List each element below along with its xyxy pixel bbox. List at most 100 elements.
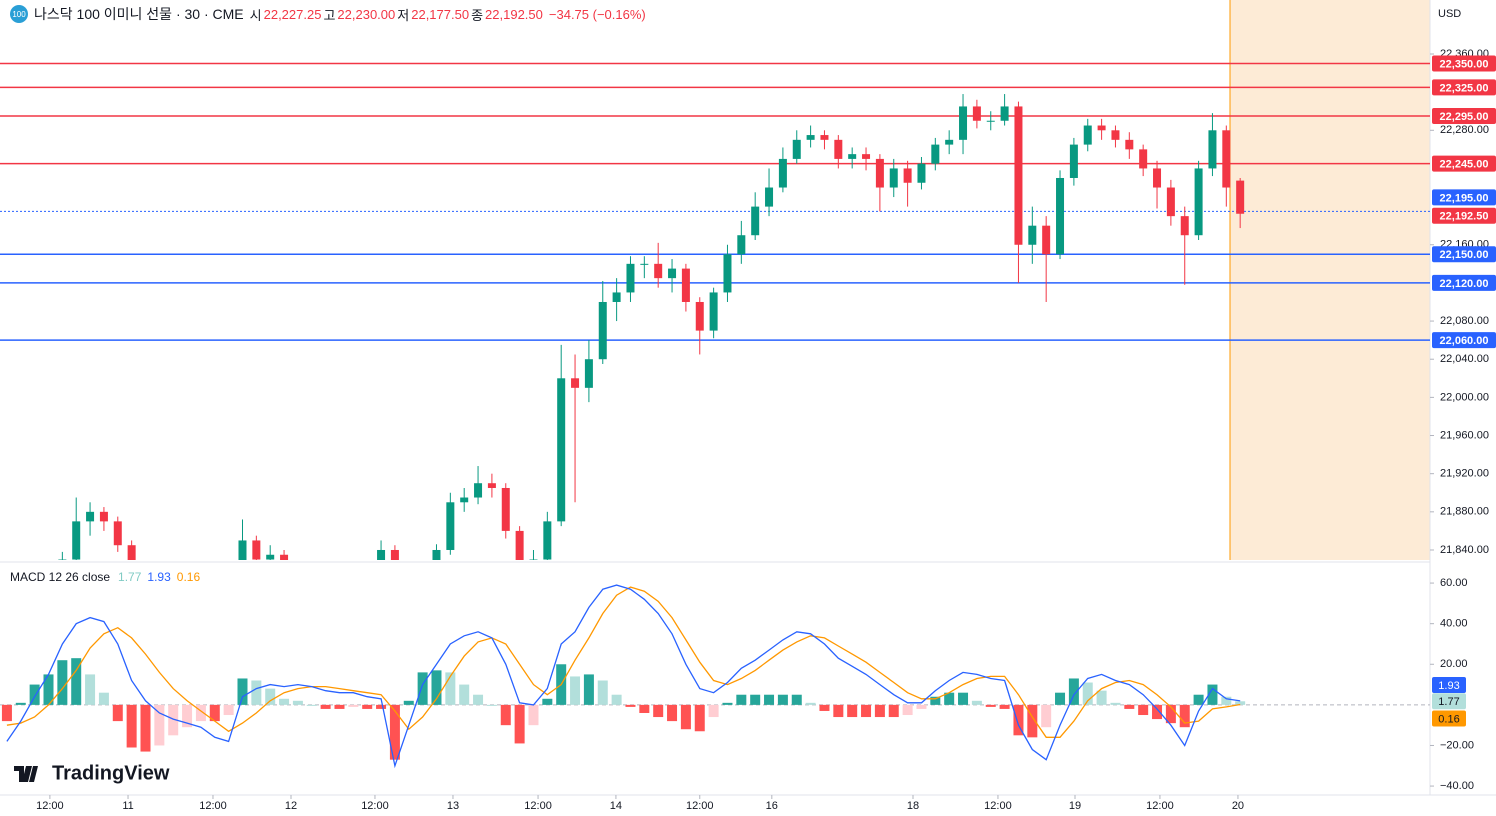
histogram-bar: [999, 704, 1010, 709]
candle-body: [169, 607, 177, 617]
level-label: 22,150.00: [1440, 249, 1489, 261]
x-tick-label: 12:00: [36, 800, 64, 812]
level-badge: [1432, 55, 1496, 72]
candle-body: [972, 106, 981, 121]
candle-body: [266, 554, 275, 560]
candle-body: [377, 549, 386, 560]
candle-body: [834, 139, 843, 159]
candle-body: [155, 598, 163, 608]
histogram-bar: [1193, 694, 1204, 705]
candle-body: [294, 574, 302, 588]
macd-badge-label: 1.93: [1438, 680, 1459, 692]
level-badge: [1432, 246, 1496, 263]
candle-body: [529, 559, 538, 560]
candle-body: [626, 263, 635, 293]
level-label: 22,350.00: [1440, 58, 1489, 70]
x-tick-label: 19: [1069, 800, 1081, 812]
axes: USD TradingView 22,360.0022,280.0022,160…: [14, 8, 1496, 812]
level-label: 22,245.00: [1440, 159, 1489, 171]
histogram-bar: [1207, 684, 1218, 705]
histogram-bar: [722, 702, 733, 705]
candle-body: [668, 268, 677, 279]
histogram-bar: [389, 704, 400, 760]
candle-body: [820, 135, 829, 140]
histogram-bar: [667, 704, 678, 722]
y-tick-label: 22,280.00: [1440, 124, 1489, 136]
histogram-bar: [971, 700, 982, 705]
candle-body: [875, 158, 884, 188]
histogram-bar: [15, 702, 26, 705]
histogram-bar: [819, 704, 830, 711]
candle-body: [1125, 139, 1134, 150]
candle-body: [322, 598, 330, 608]
histogram-bar: [223, 704, 234, 716]
histogram-bar: [570, 676, 581, 705]
level-label: 22,195.00: [1440, 192, 1489, 204]
change: −34.75 (−0.16%): [548, 6, 646, 22]
histogram-bar: [320, 704, 331, 709]
candle-body: [419, 588, 427, 598]
candle-body: [211, 607, 219, 617]
x-tick-label: 12:00: [686, 800, 714, 812]
candle-body: [1153, 168, 1162, 188]
open-key: 시: [249, 7, 262, 23]
macd-legend: MACD 12 26 close 1.77 1.93 0.16: [10, 570, 202, 584]
level-badge: [1432, 107, 1496, 124]
candle-body: [501, 487, 510, 531]
histogram-bar: [528, 704, 539, 726]
level-badge: [1432, 189, 1496, 206]
histogram-bar: [1, 704, 12, 722]
candle-body: [1069, 144, 1078, 178]
histogram-bar: [1055, 692, 1066, 705]
histogram-bar: [930, 696, 941, 705]
histogram-bar: [168, 704, 179, 736]
y-tick-label: 22,000.00: [1440, 391, 1489, 403]
histogram-bar: [1027, 704, 1038, 738]
candle-body: [1111, 130, 1120, 140]
candle-body: [86, 511, 95, 522]
histogram-bar: [944, 692, 955, 705]
macd-y-tick-label: 60.00: [1440, 577, 1468, 589]
histogram-bar: [1096, 690, 1107, 705]
histogram-bar: [1041, 704, 1052, 728]
level-label: 22,325.00: [1440, 82, 1489, 94]
x-tick-label: 12:00: [199, 800, 227, 812]
symbol-title: 나스닥 100 이미니 선물 · 30 · CME: [34, 6, 244, 22]
level-badge: [1432, 274, 1496, 291]
low-value: 22,177.50: [411, 6, 470, 22]
candle-body: [903, 168, 912, 183]
histogram-bar: [791, 694, 802, 705]
histogram-bar: [292, 700, 303, 705]
histogram-bar: [500, 704, 511, 726]
histogram-bar: [334, 704, 345, 709]
y-tick-label: 22,080.00: [1440, 315, 1489, 327]
histogram-badge: [1432, 693, 1466, 710]
high-key: 고: [323, 7, 336, 23]
candle-body: [460, 497, 469, 503]
histogram-bar: [694, 704, 705, 732]
x-tick-label: 12: [285, 800, 297, 812]
x-tick-label: 16: [766, 800, 778, 812]
histogram-bar: [71, 658, 82, 705]
level-badge: [1432, 332, 1496, 349]
candle-body: [737, 235, 746, 255]
histogram-bar: [847, 704, 858, 718]
candle-body: [1097, 125, 1106, 131]
candle-body: [571, 378, 580, 388]
candle-body: [99, 511, 108, 522]
candle-body: [113, 521, 122, 546]
candle-body: [709, 292, 718, 331]
signal-line: [6, 586, 1241, 738]
histogram-bar: [777, 694, 788, 705]
macd-line: [6, 584, 1241, 769]
candle-body: [335, 607, 343, 617]
x-tick-label: 20: [1232, 800, 1244, 812]
histogram-bar: [1110, 702, 1121, 705]
histogram-bar: [306, 704, 317, 706]
histogram-bar: [1165, 704, 1176, 724]
x-tick-label: 12:00: [984, 800, 1012, 812]
histogram-bar: [417, 672, 428, 705]
histogram-bar: [750, 694, 761, 705]
candle-body: [598, 301, 607, 360]
histogram-bar: [625, 704, 636, 707]
